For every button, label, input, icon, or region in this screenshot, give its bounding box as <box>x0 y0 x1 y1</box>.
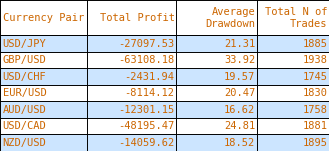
Text: Total Profit: Total Profit <box>100 13 175 23</box>
Bar <box>0 52 329 69</box>
Text: 1885: 1885 <box>303 39 328 49</box>
Bar <box>0 85 329 101</box>
Bar <box>0 101 329 118</box>
Text: Average
Drawdown: Average Drawdown <box>205 7 255 29</box>
Text: 1881: 1881 <box>303 121 328 131</box>
Text: Currency Pair: Currency Pair <box>3 13 84 23</box>
Bar <box>0 118 329 135</box>
Text: 1895: 1895 <box>303 138 328 148</box>
Text: -48195.47: -48195.47 <box>118 121 175 131</box>
Text: NZD/USD: NZD/USD <box>3 138 46 148</box>
Bar <box>0 35 329 52</box>
Text: 1745: 1745 <box>303 72 328 82</box>
Text: 1938: 1938 <box>303 55 328 65</box>
Text: USD/CHF: USD/CHF <box>3 72 46 82</box>
Text: -14059.62: -14059.62 <box>118 138 175 148</box>
Text: 18.52: 18.52 <box>224 138 255 148</box>
Text: GBP/USD: GBP/USD <box>3 55 46 65</box>
Text: 24.81: 24.81 <box>224 121 255 131</box>
Text: 16.62: 16.62 <box>224 105 255 115</box>
Text: USD/JPY: USD/JPY <box>3 39 46 49</box>
Text: -63108.18: -63108.18 <box>118 55 175 65</box>
Text: USD/CAD: USD/CAD <box>3 121 46 131</box>
Text: 1830: 1830 <box>303 88 328 98</box>
Text: Total N of
Trades: Total N of Trades <box>265 7 328 29</box>
Bar <box>0 69 329 85</box>
Text: -12301.15: -12301.15 <box>118 105 175 115</box>
Text: -8114.12: -8114.12 <box>125 88 175 98</box>
Text: 21.31: 21.31 <box>224 39 255 49</box>
Bar <box>0 135 329 151</box>
Text: 20.47: 20.47 <box>224 88 255 98</box>
Text: EUR/USD: EUR/USD <box>3 88 46 98</box>
Bar <box>0 0 329 35</box>
Text: -2431.94: -2431.94 <box>125 72 175 82</box>
Text: -27097.53: -27097.53 <box>118 39 175 49</box>
Text: 1758: 1758 <box>303 105 328 115</box>
Text: AUD/USD: AUD/USD <box>3 105 46 115</box>
Text: 19.57: 19.57 <box>224 72 255 82</box>
Text: 33.92: 33.92 <box>224 55 255 65</box>
